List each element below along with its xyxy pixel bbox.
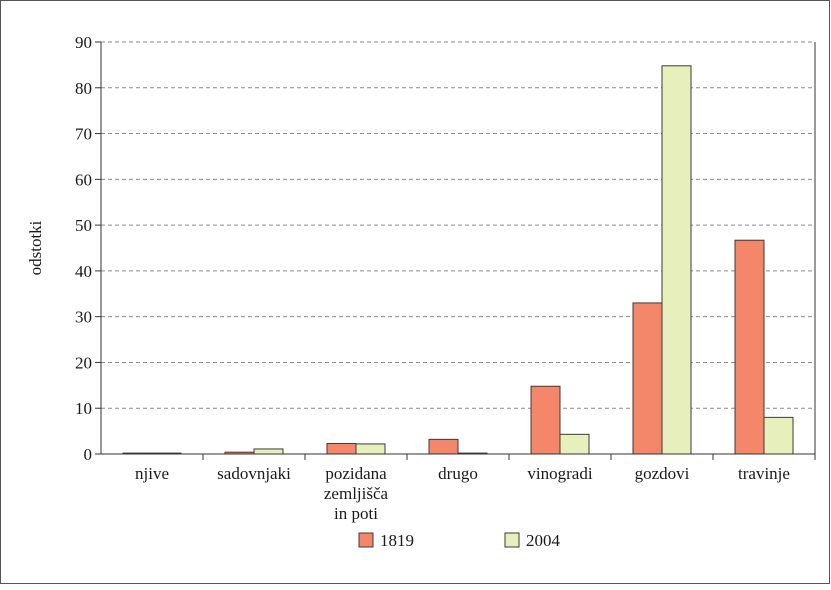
x-tick-label: gozdovi	[635, 464, 690, 483]
y-tick-label: 0	[84, 445, 93, 464]
x-tick-label: njive	[135, 464, 169, 483]
bar-1819-pozidana-zemljišča-in-poti	[326, 442, 357, 455]
y-tick-label: 50	[75, 216, 92, 235]
bar-2004-travinje	[763, 416, 794, 455]
bar-1819-drugo	[428, 438, 459, 455]
bar-1819-travinje	[734, 239, 765, 455]
y-tick-label: 80	[75, 79, 92, 98]
bar-2004-pozidana-zemljišča-in-poti	[355, 443, 386, 455]
bar-2004-gozdovi	[661, 65, 692, 455]
x-tick-label: sadovnjaki	[217, 464, 291, 483]
bar-1819-gozdovi	[632, 302, 663, 455]
bar-2004-vinogradi	[559, 433, 590, 455]
x-tick-label: pozidana	[325, 464, 387, 483]
legend-swatch-1819	[358, 532, 374, 548]
y-axis-label: odstotki	[26, 220, 45, 275]
legend-swatch-2004	[504, 532, 520, 548]
bar-2004-sadovnjaki	[253, 448, 284, 455]
y-tick-label: 40	[75, 262, 92, 281]
y-tick-label: 70	[75, 125, 92, 144]
gridlines	[101, 41, 815, 409]
y-tick-label: 10	[75, 399, 92, 418]
x-tick-label: zemljišča	[324, 484, 389, 503]
y-tick-label: 30	[75, 308, 92, 327]
x-tick-label: travinje	[738, 464, 790, 483]
axes	[95, 41, 816, 460]
x-tick-label: in poti	[334, 504, 378, 523]
y-tick-label: 60	[75, 170, 92, 189]
legend: 1819 2004	[358, 531, 561, 550]
bars	[122, 65, 794, 455]
y-tick-label: 90	[75, 33, 92, 52]
x-tick-label: drugo	[438, 464, 478, 483]
legend-label-1819: 1819	[380, 531, 414, 550]
bar-1819-vinogradi	[530, 385, 561, 455]
x-tick-label: vinogradi	[527, 464, 592, 483]
y-tick-labels: 0 10 20 30 40 50 60 70 80 90	[75, 33, 92, 464]
y-tick-label: 20	[75, 353, 92, 372]
legend-label-2004: 2004	[526, 531, 561, 550]
